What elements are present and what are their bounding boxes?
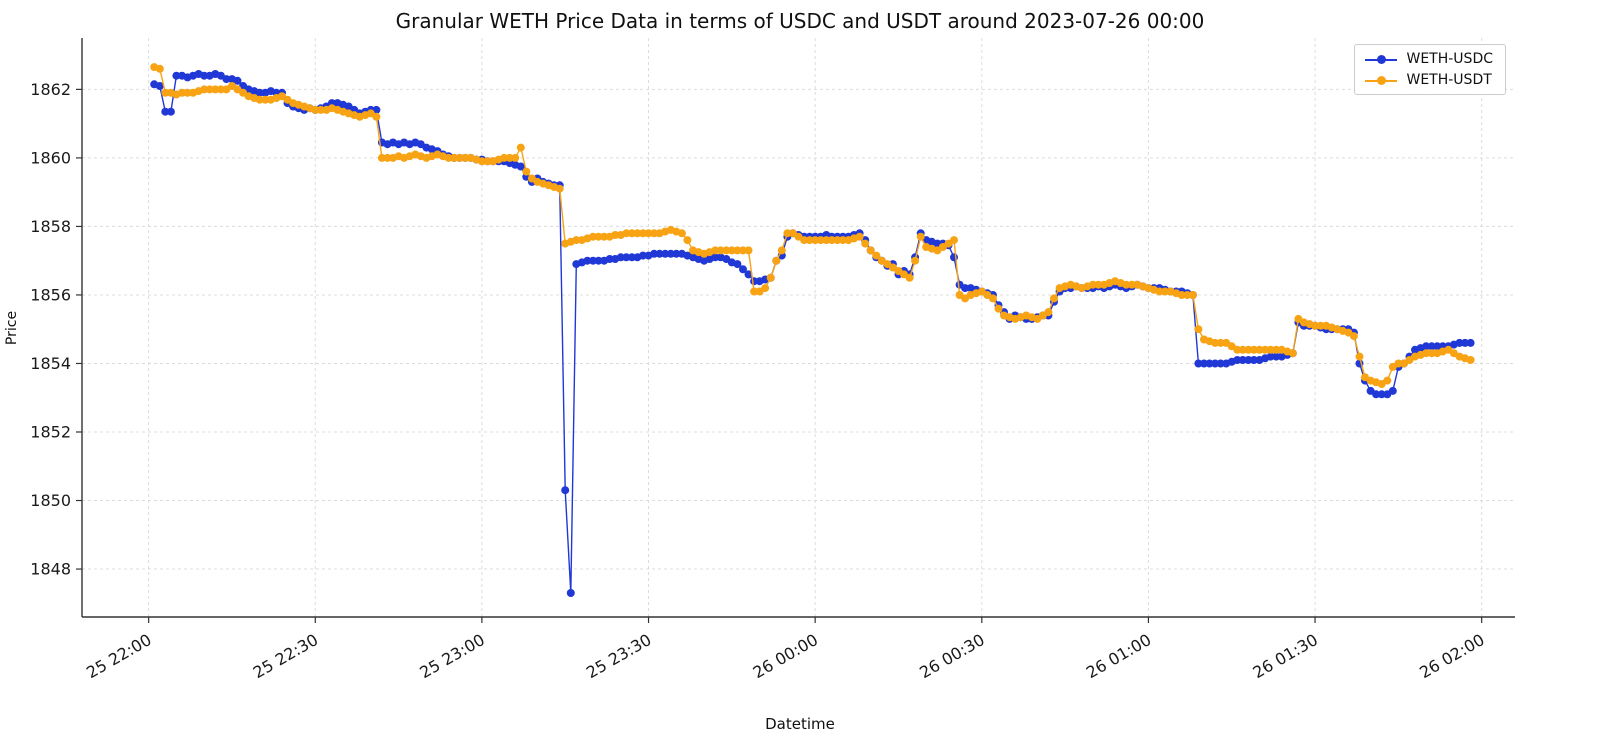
svg-text:1862: 1862	[30, 80, 71, 99]
y-axis-label: Price	[4, 310, 20, 346]
svg-text:25 22:30: 25 22:30	[250, 630, 321, 682]
legend-marker-weth-usdc	[1365, 54, 1398, 64]
chart-title: Granular WETH Price Data in terms of USD…	[395, 9, 1205, 33]
svg-text:1856: 1856	[30, 285, 71, 304]
svg-text:1850: 1850	[30, 491, 71, 510]
axes	[81, 38, 1515, 618]
gridlines	[82, 38, 1515, 617]
svg-text:25 23:30: 25 23:30	[583, 630, 654, 682]
svg-text:26 00:00: 26 00:00	[750, 630, 821, 682]
svg-text:1854: 1854	[30, 354, 71, 373]
svg-text:26 00:30: 26 00:30	[916, 630, 987, 682]
legend-label-weth-usdc: WETH-USDC	[1406, 51, 1493, 67]
series-weth-usdc	[150, 70, 1475, 597]
svg-text:26 02:00: 26 02:00	[1416, 630, 1487, 682]
legend-label-weth-usdt: WETH-USDT	[1406, 72, 1492, 88]
y-axis-ticks: 1848 1850 1852 1854 1856 1858 1860 1862	[30, 80, 82, 579]
series-weth-usdt	[150, 63, 1475, 388]
legend: WETH-USDC WETH-USDT	[1354, 44, 1506, 95]
x-axis-label: Datetime	[765, 715, 835, 733]
svg-text:26 01:00: 26 01:00	[1083, 630, 1154, 682]
svg-text:25 23:00: 25 23:00	[416, 630, 487, 682]
x-axis-ticks: 25 22:00 25 22:30 25 23:00 25 23:30 26 00:00…	[83, 617, 1488, 682]
legend-item-weth-usdc: WETH-USDC	[1365, 52, 1493, 66]
svg-text:1852: 1852	[30, 422, 71, 441]
legend-marker-weth-usdt	[1365, 75, 1398, 85]
svg-text:26 01:30: 26 01:30	[1250, 630, 1321, 682]
svg-text:1848: 1848	[30, 560, 71, 579]
svg-text:1860: 1860	[30, 148, 71, 167]
svg-text:1858: 1858	[30, 217, 71, 236]
legend-item-weth-usdt: WETH-USDT	[1365, 73, 1493, 87]
svg-text:25 22:00: 25 22:00	[83, 630, 154, 682]
